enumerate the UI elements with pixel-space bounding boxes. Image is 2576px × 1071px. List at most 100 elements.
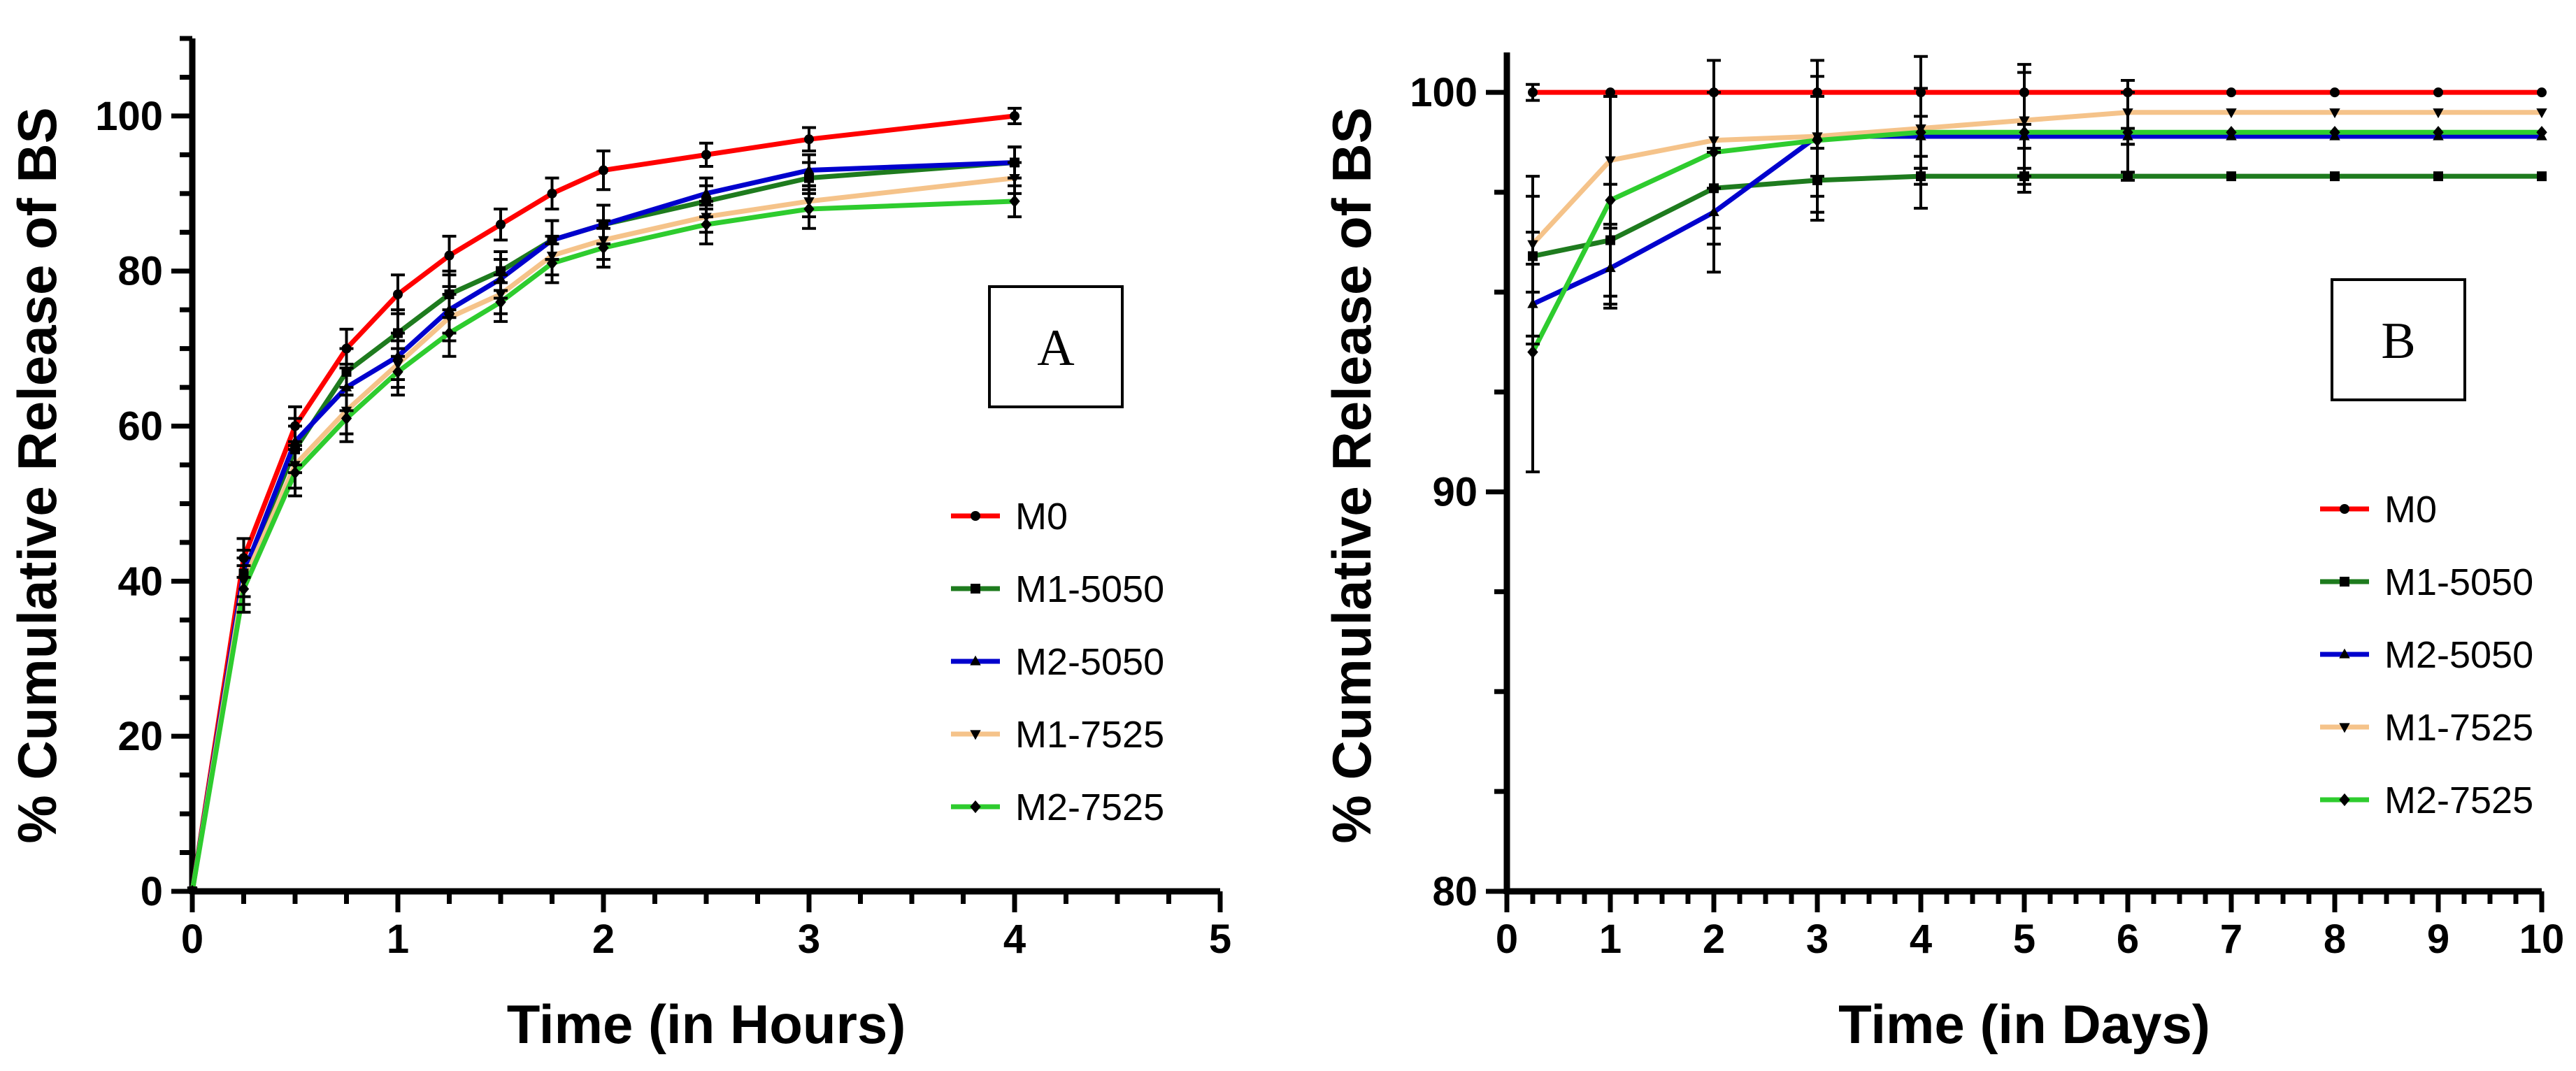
legend-marker <box>970 730 981 740</box>
data-point <box>2536 126 2547 139</box>
data-point <box>289 466 301 480</box>
legend-marker <box>971 511 980 521</box>
series-line-m2-7525 <box>189 199 1015 891</box>
legend-entry: M2-7525 <box>2320 779 2533 821</box>
legend-label: M2-5050 <box>2384 634 2533 676</box>
legend-entry: M0 <box>951 496 1068 538</box>
legend-marker <box>970 800 981 814</box>
legend-entry: M2-5050 <box>951 641 1164 683</box>
data-point <box>547 188 557 199</box>
y-tick-label: 90 <box>1432 470 1477 515</box>
data-point <box>496 220 506 230</box>
y-tick-label: 20 <box>117 714 163 759</box>
x-tick-label: 2 <box>1703 917 1725 962</box>
data-point <box>2226 171 2236 182</box>
x-tick-label: 1 <box>387 917 409 962</box>
x-tick-label: 3 <box>1806 917 1829 962</box>
data-point <box>495 295 506 309</box>
chart-panel-b: 0 1 2 3 4 5 6 7 8 9 10 80 90 100 Time (in Days) % Cumul… <box>1321 52 2564 1055</box>
legend-label: M0 <box>1015 496 1068 538</box>
legend-marker <box>970 655 981 666</box>
panel-label: B <box>2381 312 2415 370</box>
legend-entry: M1-5050 <box>2320 561 2533 603</box>
data-point <box>2329 108 2340 119</box>
y-tick-label: 80 <box>1432 869 1477 914</box>
data-point <box>1708 145 1719 159</box>
legend-marker <box>2339 793 2350 807</box>
data-point <box>2226 87 2236 98</box>
data-point <box>2019 126 2030 139</box>
legend-marker <box>2340 504 2349 514</box>
plot-area <box>1526 55 2547 473</box>
data-point <box>238 582 250 596</box>
legend-label: M2-5050 <box>1015 641 1164 683</box>
y-tick-label: 0 <box>141 869 163 914</box>
data-point <box>546 257 558 270</box>
plot-area <box>187 106 1022 891</box>
data-point <box>2537 87 2547 98</box>
data-point <box>1009 174 1020 185</box>
data-point <box>392 365 403 379</box>
y-tick-label: 40 <box>117 559 163 604</box>
data-point <box>2226 108 2237 119</box>
data-point <box>1915 126 1926 139</box>
legend-label: M2-7525 <box>1015 786 1164 828</box>
legend-label: M1-5050 <box>1015 568 1164 610</box>
data-point <box>599 165 608 175</box>
legend-entry: M1-7525 <box>951 714 1164 756</box>
data-point <box>187 884 198 891</box>
y-tick-label: 100 <box>1410 70 1477 115</box>
legend-label: M1-5050 <box>2384 561 2533 603</box>
y-tick-label: 80 <box>117 249 163 294</box>
data-point <box>2330 171 2340 182</box>
y-tick-label: 100 <box>95 94 163 139</box>
data-point <box>444 250 455 261</box>
panel-label-box <box>2331 278 2466 401</box>
data-point <box>2330 87 2340 98</box>
data-point <box>2536 108 2547 119</box>
data-point <box>2537 171 2547 182</box>
x-tick-label: 10 <box>2519 917 2565 962</box>
x-tick-label: 5 <box>2013 917 2035 962</box>
data-point <box>1605 87 1615 98</box>
data-point <box>2433 87 2443 98</box>
legend-marker <box>2339 648 2350 659</box>
x-tick-label: 4 <box>1910 917 1932 962</box>
panel-label-box <box>988 285 1124 408</box>
data-point <box>701 150 711 160</box>
data-point <box>2329 126 2340 139</box>
legend-entry: M1-5050 <box>951 568 1164 610</box>
data-point <box>1528 87 1538 98</box>
x-tick-label: 5 <box>1209 917 1231 962</box>
data-point <box>2226 126 2237 139</box>
data-point <box>804 134 814 145</box>
series-line-m0 <box>189 113 1015 891</box>
legend-entry: M1-7525 <box>2320 707 2533 749</box>
series-line-m1-7525 <box>189 175 1015 891</box>
x-tick-label: 7 <box>2220 917 2242 962</box>
legend-entry: M2-7525 <box>951 786 1164 828</box>
data-point <box>2433 126 2444 139</box>
y-tick-label: 60 <box>117 404 163 450</box>
data-point <box>2123 171 2133 182</box>
legend-label: M1-7525 <box>2384 707 2533 749</box>
chart-panel-a: 0 1 2 3 4 5 0 20 40 60 80 100 Time (in Hours) % Cumul… <box>6 36 1231 1055</box>
data-point <box>2122 126 2133 139</box>
legend-label: M0 <box>2384 489 2437 531</box>
x-axis-label: Time (in Hours) <box>507 993 906 1055</box>
data-point <box>803 202 815 216</box>
data-point <box>1010 110 1019 121</box>
x-tick-label: 6 <box>2117 917 2139 962</box>
x-tick-label: 9 <box>2427 917 2449 962</box>
legend-label: M1-7525 <box>1015 714 1164 756</box>
y-axis-label: % Cumulative Release of BS <box>1321 107 1382 843</box>
panel-label: A <box>1037 319 1074 377</box>
legend-entry: M2-5050 <box>2320 634 2533 676</box>
y-axis-label: % Cumulative Release of BS <box>6 107 68 843</box>
data-point <box>1009 194 1020 208</box>
legend-marker <box>971 584 980 594</box>
x-tick-label: 2 <box>592 917 615 962</box>
data-point <box>803 164 815 175</box>
data-point <box>341 412 352 425</box>
